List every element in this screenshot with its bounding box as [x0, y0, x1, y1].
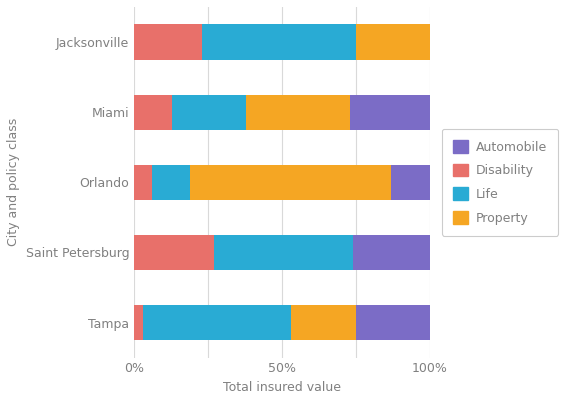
- Bar: [291, 305, 356, 340]
- Bar: [391, 165, 430, 200]
- Bar: [356, 305, 430, 340]
- Bar: [134, 235, 214, 270]
- Bar: [134, 95, 173, 130]
- Bar: [143, 305, 291, 340]
- Bar: [190, 165, 391, 200]
- Y-axis label: City and policy class: City and policy class: [7, 118, 20, 247]
- Bar: [134, 165, 152, 200]
- Bar: [202, 24, 356, 60]
- Bar: [214, 235, 353, 270]
- Bar: [152, 165, 190, 200]
- Bar: [356, 24, 430, 60]
- Bar: [350, 95, 430, 130]
- Bar: [134, 24, 202, 60]
- Bar: [134, 305, 143, 340]
- Bar: [247, 95, 350, 130]
- Bar: [173, 95, 247, 130]
- X-axis label: Total insured value: Total insured value: [223, 381, 341, 394]
- Legend: Automobile, Disability, Life, Property: Automobile, Disability, Life, Property: [442, 129, 558, 236]
- Bar: [353, 235, 430, 270]
